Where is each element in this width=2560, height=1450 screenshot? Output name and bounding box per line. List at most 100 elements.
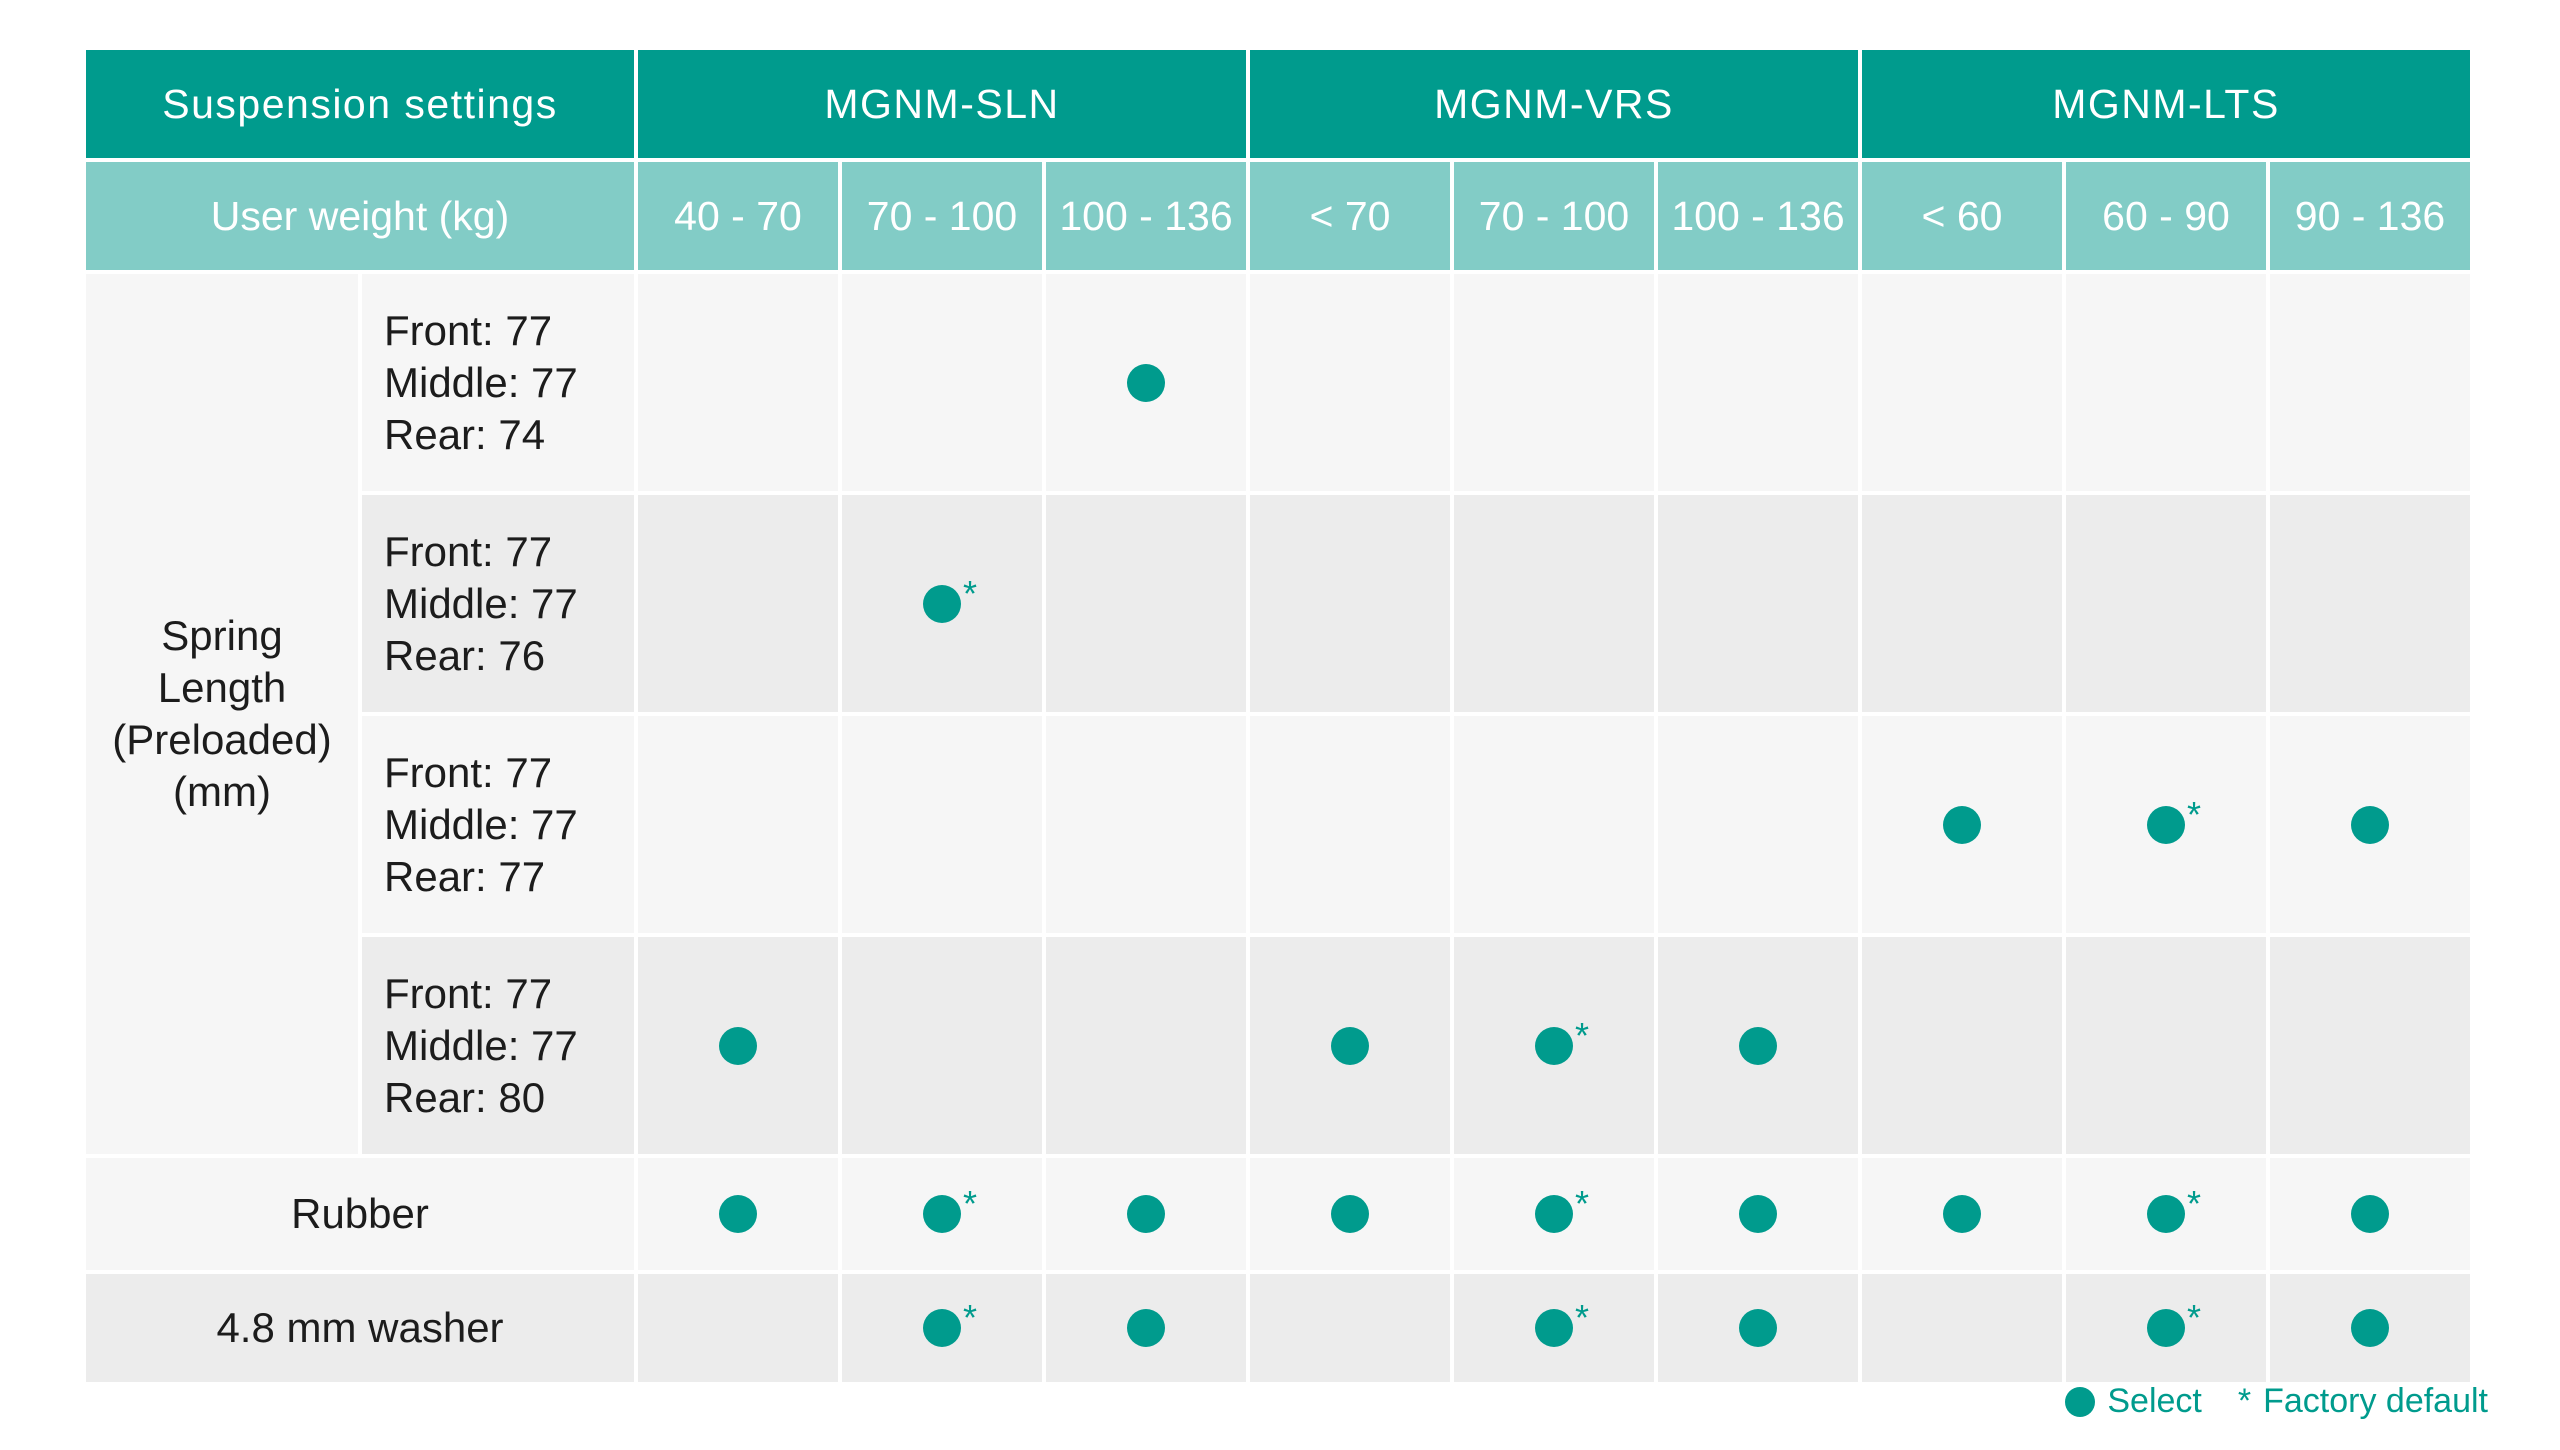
factory-default-star-icon: * bbox=[2187, 793, 2202, 835]
select-dot-icon bbox=[1127, 1195, 1165, 1233]
select-mark bbox=[719, 1195, 757, 1233]
table-cell bbox=[2066, 495, 2266, 712]
spring-middle-value: Middle: 77 bbox=[384, 579, 578, 627]
factory-default-star-icon: * bbox=[963, 572, 978, 614]
table-cell bbox=[2270, 1274, 2470, 1382]
table-cell bbox=[1862, 937, 2062, 1154]
factory-default-star-icon: * bbox=[1575, 1297, 1590, 1338]
table-cell bbox=[1862, 495, 2062, 712]
select-dot-icon bbox=[1739, 1309, 1777, 1347]
table-cell bbox=[1046, 1158, 1246, 1270]
settings-header: Suspension settings bbox=[86, 50, 634, 158]
factory-default-star-icon: * bbox=[2237, 1382, 2252, 1420]
table-cell: * bbox=[1454, 1158, 1654, 1270]
weight-range-header: < 60 bbox=[1862, 162, 2062, 270]
select-mark bbox=[1127, 363, 1165, 402]
table-cell bbox=[1454, 274, 1654, 491]
select-mark bbox=[1739, 1195, 1777, 1233]
spring-front-value: Front: 77 bbox=[384, 527, 553, 575]
table-cell bbox=[2270, 495, 2470, 712]
select-dot-icon bbox=[2147, 1195, 2185, 1233]
select-mark bbox=[1739, 1309, 1777, 1347]
rubber-row-label: Rubber bbox=[86, 1158, 634, 1270]
select-dot-icon bbox=[2065, 1386, 2096, 1417]
washer-row-label: 4.8 mm washer bbox=[86, 1274, 634, 1382]
table-cell bbox=[2270, 937, 2470, 1154]
table-cell: * bbox=[1454, 937, 1654, 1154]
factory-default-star-icon: * bbox=[963, 1297, 978, 1338]
select-mark bbox=[1127, 1309, 1165, 1347]
table-cell bbox=[1862, 1274, 2062, 1382]
select-dot-icon bbox=[923, 1195, 961, 1233]
spring-row-label: Front: 77 Middle: 77 Rear: 76 bbox=[362, 495, 634, 712]
model-header-sln: MGNM-SLN bbox=[638, 50, 1246, 158]
table-cell bbox=[2270, 716, 2470, 933]
spring-front-value: Front: 77 bbox=[384, 748, 553, 796]
table-cell bbox=[1046, 937, 1246, 1154]
select-dot-icon bbox=[1943, 1195, 1981, 1233]
weight-range-header: 70 - 100 bbox=[1454, 162, 1654, 270]
table-cell bbox=[842, 716, 1042, 933]
legend-select-label: Select bbox=[2107, 1382, 2202, 1420]
spring-row-label: Front: 77 Middle: 77 Rear: 77 bbox=[362, 716, 634, 933]
select-dot-icon bbox=[1535, 1026, 1573, 1065]
legend-default-label: Factory default bbox=[2263, 1382, 2488, 1420]
table-cell bbox=[1658, 274, 1858, 491]
weight-range-header: 90 - 136 bbox=[2270, 162, 2470, 270]
select-mark bbox=[1943, 805, 1981, 844]
spring-rear-value: Rear: 76 bbox=[384, 631, 546, 679]
table-cell bbox=[1046, 495, 1246, 712]
factory-default-mark: * bbox=[1535, 1015, 1589, 1065]
table-cell bbox=[1046, 1274, 1246, 1382]
factory-default-star-icon: * bbox=[963, 1183, 978, 1224]
table-cell bbox=[1046, 274, 1246, 491]
table-cell bbox=[2270, 274, 2470, 491]
factory-default-mark: * bbox=[2147, 1183, 2201, 1233]
table-cell: * bbox=[842, 495, 1042, 712]
spring-rear-value: Rear: 77 bbox=[384, 852, 546, 900]
weight-range-header: 60 - 90 bbox=[2066, 162, 2266, 270]
factory-default-mark: * bbox=[923, 1183, 977, 1233]
weight-range-header: < 70 bbox=[1250, 162, 1450, 270]
select-dot-icon bbox=[1535, 1309, 1573, 1347]
table-cell bbox=[1658, 716, 1858, 933]
select-mark bbox=[1943, 1195, 1981, 1233]
table-cell bbox=[1658, 495, 1858, 712]
table-cell: * bbox=[2066, 716, 2266, 933]
select-dot-icon bbox=[1739, 1026, 1777, 1065]
select-dot-icon bbox=[2351, 805, 2389, 844]
select-dot-icon bbox=[1127, 1309, 1165, 1347]
table-cell bbox=[2066, 937, 2266, 1154]
table-cell bbox=[1250, 495, 1450, 712]
select-mark bbox=[1127, 1195, 1165, 1233]
table-cell bbox=[638, 1158, 838, 1270]
table-cell bbox=[1862, 274, 2062, 491]
table-cell bbox=[1658, 1158, 1858, 1270]
select-dot-icon bbox=[2147, 805, 2185, 844]
select-dot-icon bbox=[719, 1195, 757, 1233]
spring-row-label: Front: 77 Middle: 77 Rear: 74 bbox=[362, 274, 634, 491]
spring-middle-value: Middle: 77 bbox=[384, 358, 578, 406]
select-dot-icon bbox=[2351, 1309, 2389, 1347]
select-mark bbox=[2351, 1195, 2389, 1233]
select-mark bbox=[2351, 805, 2389, 844]
table-cell: * bbox=[842, 1274, 1042, 1382]
select-dot-icon bbox=[923, 1309, 961, 1347]
factory-default-star-icon: * bbox=[1575, 1183, 1590, 1224]
table-cell bbox=[1454, 495, 1654, 712]
table-cell: * bbox=[2066, 1158, 2266, 1270]
select-dot-icon bbox=[923, 584, 961, 623]
weight-header: User weight (kg) bbox=[86, 162, 634, 270]
table-cell bbox=[638, 495, 838, 712]
table-cell: * bbox=[842, 1158, 1042, 1270]
spring-front-value: Front: 77 bbox=[384, 306, 553, 354]
select-mark bbox=[1739, 1026, 1777, 1065]
factory-default-mark: * bbox=[1535, 1183, 1589, 1233]
factory-default-star-icon: * bbox=[2187, 1297, 2202, 1338]
table-cell: * bbox=[1454, 1274, 1654, 1382]
table-cell bbox=[1046, 716, 1246, 933]
select-dot-icon bbox=[1739, 1195, 1777, 1233]
table-cell bbox=[842, 937, 1042, 1154]
factory-default-mark: * bbox=[2147, 794, 2201, 844]
spring-front-value: Front: 77 bbox=[384, 969, 553, 1017]
